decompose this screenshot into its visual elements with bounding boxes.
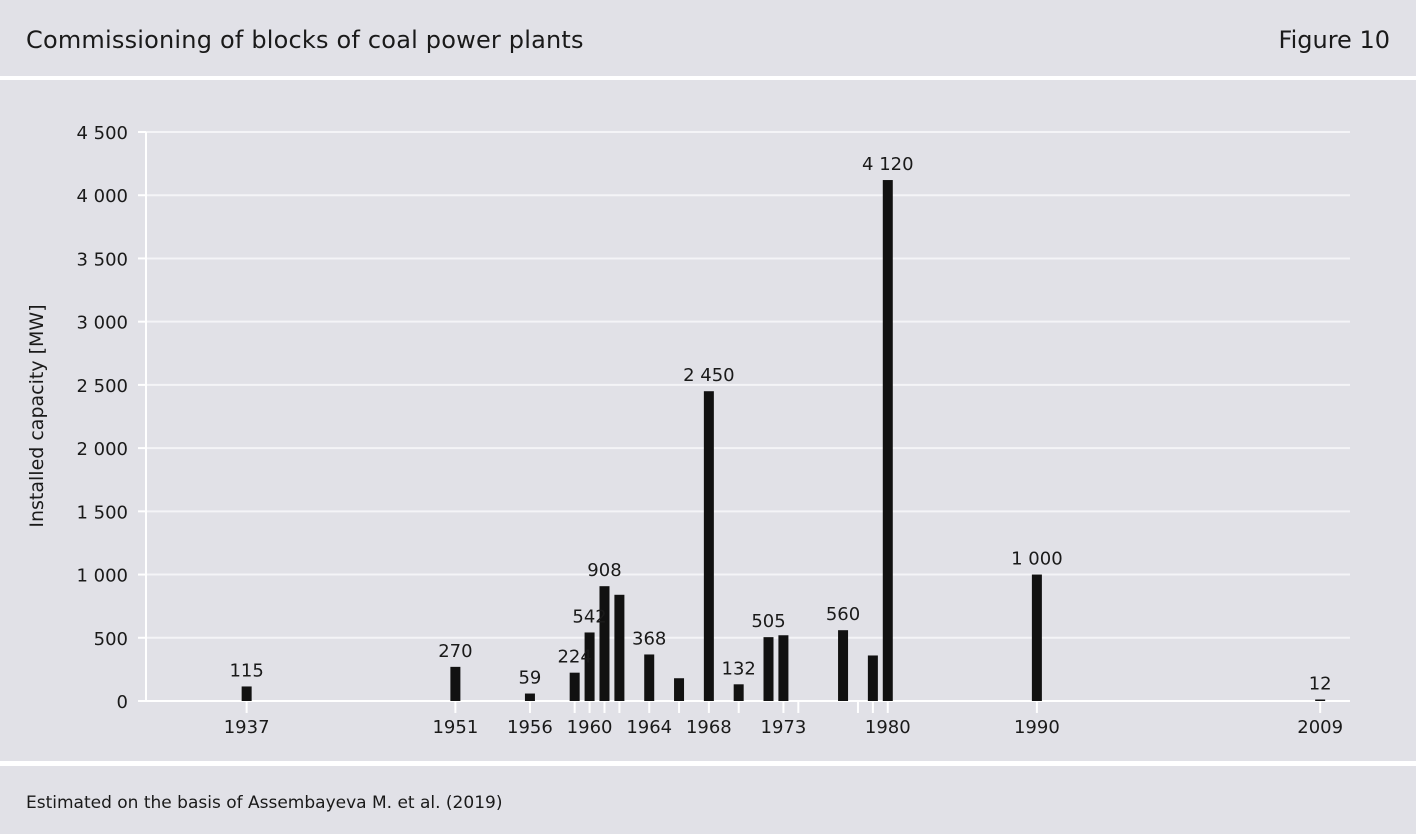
y-tick-label: 1 000 [76, 566, 128, 587]
y-tick-label: 500 [94, 629, 128, 650]
data-label: 908 [587, 560, 621, 581]
bar [867, 655, 878, 701]
bar [838, 630, 849, 701]
figure-number: Figure 10 [1278, 26, 1390, 54]
bar-chart: 0 500 1 000 1 500 2 000 2 500 3 000 3 500 4 000 4… [26, 123, 1350, 738]
data-label: 2 450 [683, 365, 735, 386]
data-label: 4 120 [862, 154, 914, 175]
y-tick-label: 3 500 [76, 249, 128, 270]
bar [599, 586, 610, 701]
bar [733, 684, 744, 701]
figure-title: Commissioning of blocks of coal power pl… [26, 26, 584, 54]
y-axis-label: Installed capacity [MW] [26, 304, 48, 527]
figure-header: Commissioning of blocks of coal power pl… [0, 0, 1416, 76]
data-label: 224 [557, 647, 591, 668]
data-label: 132 [722, 658, 756, 679]
data-label: 12 [1309, 673, 1332, 694]
figure-footer: Estimated on the basis of Assembayeva M.… [0, 766, 1416, 834]
data-label: 1 000 [1011, 549, 1063, 570]
y-tick-label: 2 000 [76, 439, 128, 460]
data-label: 560 [826, 604, 860, 625]
x-tick-label: 1964 [626, 717, 672, 738]
source-note: Estimated on the basis of Assembayeva M.… [26, 793, 503, 813]
x-tick-label: 1956 [507, 717, 553, 738]
bar [241, 686, 252, 701]
data-label: 270 [438, 641, 472, 662]
bar [569, 672, 580, 701]
x-tick-label: 1968 [686, 717, 732, 738]
data-label: 368 [632, 628, 666, 649]
bar [778, 635, 789, 701]
x-tick-label: 1990 [1014, 717, 1060, 738]
data-labels: 115 270 59 224 542 908 368 2 450 132 505 560 4 120 1… [229, 154, 1331, 694]
x-tick-label: 1951 [432, 717, 478, 738]
data-label: 115 [229, 660, 263, 681]
x-tick-label: 1973 [761, 717, 807, 738]
chart-panel: 0 500 1 000 1 500 2 000 2 500 3 000 3 500 4 000 4… [0, 80, 1416, 761]
bars [241, 180, 1326, 701]
y-tick-label: 3 000 [76, 313, 128, 334]
x-tick-label: 1960 [567, 717, 613, 738]
y-tick-label: 0 [117, 692, 128, 713]
data-label: 542 [572, 606, 606, 627]
x-tick-label: 1980 [865, 717, 911, 738]
x-tick-label: 1937 [224, 717, 270, 738]
bar [524, 693, 535, 701]
data-label: 505 [751, 611, 785, 632]
bar [674, 678, 685, 701]
y-tick-label: 1 500 [76, 502, 128, 523]
gridlines [146, 131, 1350, 639]
y-tick-label: 4 500 [76, 123, 128, 144]
bar [1315, 699, 1326, 701]
bar [584, 632, 595, 701]
x-tick-label: 2009 [1297, 717, 1343, 738]
axes: 0 500 1 000 1 500 2 000 2 500 3 000 3 500 4 000 4… [76, 123, 1350, 738]
y-tick-label: 4 000 [76, 186, 128, 207]
bar [644, 654, 655, 701]
data-label: 59 [518, 668, 541, 689]
bar [1031, 574, 1042, 701]
bar [882, 180, 893, 701]
bar [614, 594, 625, 701]
bar [703, 391, 714, 701]
bar [450, 666, 461, 701]
bar [763, 637, 774, 701]
y-tick-label: 2 500 [76, 376, 128, 397]
